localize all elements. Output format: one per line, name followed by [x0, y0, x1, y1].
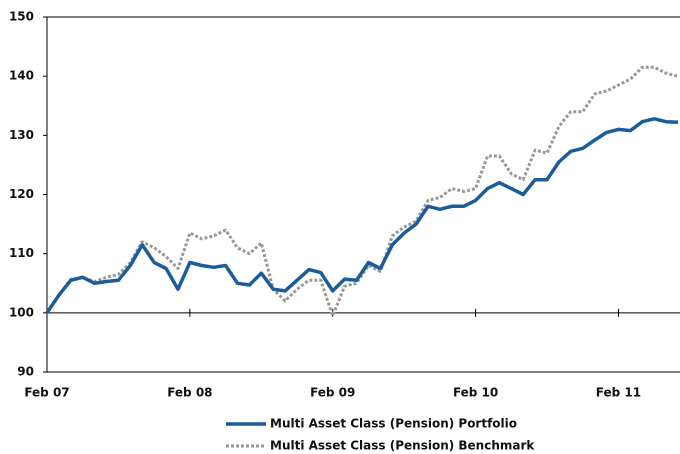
- x-tick-label: Feb 07: [24, 386, 69, 400]
- legend-label: Multi Asset Class (Pension) Portfolio: [270, 417, 517, 431]
- y-tick-label: 140: [9, 69, 34, 83]
- y-tick-label: 130: [9, 128, 34, 142]
- series-line: [45, 117, 679, 314]
- x-tick-label: Feb 11: [596, 386, 641, 400]
- legend-label: Multi Asset Class (Pension) Benchmark: [270, 439, 535, 453]
- x-tick-label: Feb 10: [453, 386, 498, 400]
- y-tick-label: 150: [9, 10, 34, 24]
- x-tick-label: Feb 09: [310, 386, 355, 400]
- y-tick-label: 100: [9, 305, 34, 319]
- y-tick-label: 90: [17, 365, 34, 379]
- y-tick-label: 110: [9, 246, 34, 260]
- x-tick-label: Feb 08: [167, 386, 212, 400]
- series-line: [45, 65, 679, 318]
- y-tick-label: 120: [9, 187, 34, 201]
